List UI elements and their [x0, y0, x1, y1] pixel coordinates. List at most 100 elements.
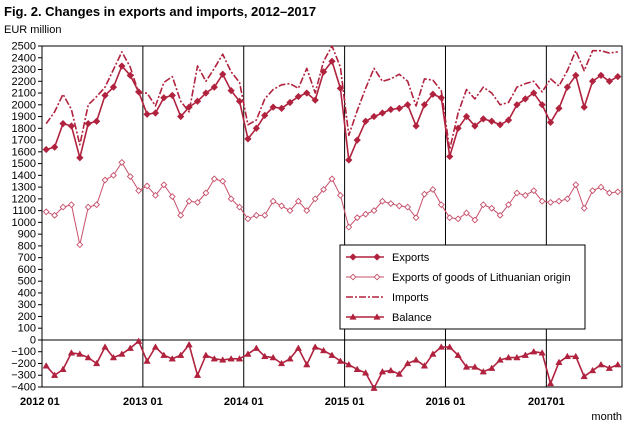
series-1-point: [50, 143, 59, 151]
series-4-point: [513, 353, 521, 361]
x-tick-label: 2013 01: [123, 396, 163, 408]
series-1-point: [530, 89, 538, 97]
series-2-point: [59, 203, 67, 211]
legend-entry: Exports of goods of Lithuanian origin: [392, 272, 571, 284]
series-2-point: [126, 173, 134, 180]
y-tick-label: 400: [18, 287, 36, 299]
series-2-point: [177, 211, 185, 219]
series-1-point: [118, 62, 126, 70]
series-2-point: [505, 201, 512, 209]
series-1-point: [76, 154, 84, 162]
series-2-point: [555, 197, 563, 205]
series-1-point: [412, 122, 420, 130]
series-4-point: [353, 365, 361, 373]
series-4-point: [572, 352, 580, 360]
series-1-point: [471, 122, 479, 130]
y-tick-label: 2300: [12, 64, 36, 76]
series-4-point: [580, 372, 588, 380]
y-tick-label: −200: [11, 358, 36, 370]
series-2-point: [269, 197, 277, 205]
series-1-point: [168, 91, 176, 100]
series-1-point: [193, 97, 202, 105]
y-tick-label: −400: [11, 382, 36, 394]
series-1-point: [387, 105, 395, 114]
series-1-point: [479, 115, 487, 123]
series-2-point: [421, 190, 428, 198]
series-4-point: [67, 349, 76, 356]
series-1-point: [370, 112, 378, 121]
series-1-point: [227, 87, 235, 95]
series-4-point: [101, 343, 109, 350]
series-1-point: [126, 71, 134, 80]
series-1-point: [101, 91, 109, 100]
series-2-point: [513, 189, 521, 197]
series-4-point: [252, 344, 260, 351]
y-tick-label: 100: [18, 323, 36, 335]
series-2-point: [51, 211, 59, 219]
series-4-point: [471, 363, 479, 370]
y-tick-label: 1500: [12, 158, 36, 170]
series-2-point: [252, 211, 260, 219]
series-4-point: [76, 350, 84, 357]
series-1-point: [580, 103, 588, 111]
series-2-point: [227, 195, 235, 203]
series-4-point: [336, 357, 345, 364]
series-2-point: [538, 197, 546, 205]
y-tick-label: 2100: [12, 88, 36, 100]
series-4-point: [328, 351, 336, 358]
series-4-point: [261, 352, 269, 360]
series-2-point: [378, 197, 386, 205]
series-2-point: [168, 193, 176, 200]
series-4-point: [404, 359, 412, 367]
series-2-point: [479, 201, 487, 209]
series-2-point: [101, 176, 109, 184]
series-4-point: [135, 337, 143, 344]
series-2-point: [143, 182, 151, 190]
series-2-point: [152, 191, 159, 199]
series-4-point: [488, 364, 496, 371]
y-tick-label: 1100: [12, 205, 36, 217]
series-4-point: [210, 355, 218, 362]
series-2-point: [370, 207, 378, 215]
series-2-point: [286, 207, 294, 215]
series-2-point: [362, 210, 370, 218]
series-2-point: [496, 211, 504, 219]
series-1-point: [353, 136, 361, 144]
series-2-point: [437, 201, 445, 209]
series-2-point: [194, 198, 201, 206]
legend-box: [339, 244, 586, 330]
series-2-point: [605, 189, 613, 197]
series-2-point: [210, 175, 218, 183]
series-2-point: [294, 197, 302, 205]
series-2-point: [328, 175, 336, 183]
series-1-point: [160, 94, 168, 102]
y-tick-label: −100: [11, 346, 36, 358]
plot-frame: [41, 45, 623, 388]
series-4-point: [84, 353, 92, 361]
series-1-point: [454, 124, 462, 132]
y-tick-label: 1300: [12, 182, 36, 194]
series-4-point: [588, 366, 597, 374]
series-1-point: [504, 116, 513, 124]
series-4-point: [395, 370, 403, 377]
series-1-point: [462, 112, 471, 121]
series-1-point: [328, 57, 336, 65]
series-4-point: [614, 360, 622, 368]
series-4-point: [286, 355, 294, 362]
series-2-point: [311, 195, 319, 203]
series-4-point: [378, 368, 387, 375]
series-2-point: [521, 191, 529, 199]
legend-entry: Exports: [392, 252, 430, 264]
series-1-point: [244, 135, 252, 143]
series-1-point: [563, 83, 571, 91]
series-1-point: [446, 152, 454, 161]
series-1-point: [546, 118, 555, 127]
series-1-point: [513, 101, 521, 109]
series-2-point: [597, 183, 605, 191]
series-4-point: [219, 356, 227, 363]
series-2-point: [395, 202, 403, 210]
series-4-point: [160, 351, 168, 358]
series-1-point: [269, 103, 277, 111]
series-2-point: [93, 201, 101, 209]
series-2-point: [202, 189, 210, 197]
